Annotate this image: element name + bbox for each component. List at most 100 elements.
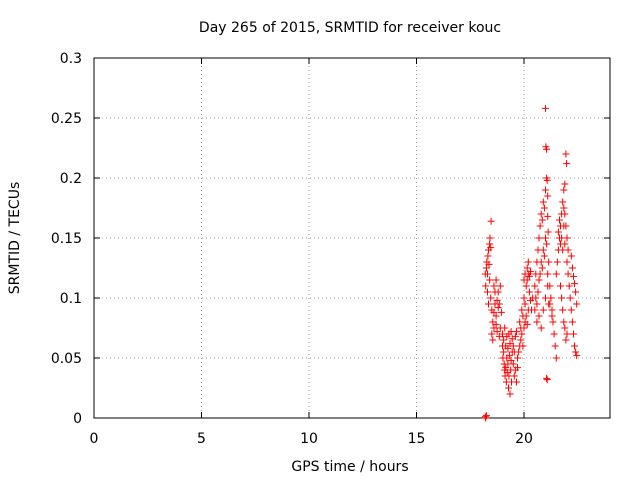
data-point [562,336,570,344]
data-point [567,252,575,260]
data-point [567,306,575,314]
data-point [561,240,569,248]
data-point [552,354,560,362]
data-point [559,306,567,314]
data-point [539,306,547,314]
data-point [537,324,545,332]
data-point [558,294,566,302]
data-point [490,282,498,290]
data-point [524,258,532,266]
data-point [542,186,549,194]
data-point [536,222,544,230]
data-point [572,348,580,356]
data-point [560,204,568,212]
data-point [548,312,556,320]
data-point [566,294,574,302]
data-point [523,320,531,328]
data-point [500,336,508,344]
x-tick-label: 5 [197,431,206,447]
data-point [515,348,523,356]
data-point [500,348,508,356]
data-point [561,324,569,332]
data-point [527,268,534,276]
data-point [485,300,492,308]
data-point [520,294,528,302]
grid [94,58,610,418]
y-tick-label: 0.15 [51,231,82,247]
data-point [559,246,567,254]
x-axis-label: GPS time / hours [291,459,408,475]
data-point [534,288,542,296]
data-point [490,324,498,332]
data-point [544,228,552,236]
data-point [522,312,530,320]
data-point [494,288,502,296]
tick-labels: 0 0.05 0.1 0.15 0.2 0.25 0.3 0 5 10 15 20 [51,51,533,447]
data-point [536,270,544,278]
data-point [486,240,494,248]
data-point [505,352,513,360]
data-point [523,264,531,272]
data-point [505,384,512,392]
data-point [489,336,497,344]
data-point [486,234,494,242]
plot-border [93,57,611,419]
data-point [492,312,500,320]
data-point [494,304,502,312]
data-point [538,264,546,272]
data-point [484,252,492,260]
data-point [513,378,520,386]
data-point [525,288,533,296]
data-point [570,330,577,338]
data-point [484,288,491,296]
data-point [509,360,517,368]
data-point [482,264,490,272]
data-point [488,330,496,338]
y-tick-label: 0.3 [60,51,82,67]
data-point [518,330,526,338]
data-point [568,318,576,326]
data-point [511,332,519,340]
data-point [535,234,543,242]
x-tick-label: 20 [515,431,533,447]
data-point [559,198,567,206]
data-point [550,330,558,338]
data-point [514,364,521,372]
data-point [537,258,545,266]
data-point [561,210,569,218]
data-point [562,150,570,158]
data-point [554,228,562,236]
data-point [492,276,500,284]
data-point [542,234,549,242]
data-point [490,308,498,316]
data-point [571,342,578,350]
data-point [568,264,576,272]
y-axis-label: SRMTID / TECUs [7,182,23,295]
data-point [540,252,548,260]
data-point [485,260,493,268]
data-point [543,176,551,184]
data-point [570,272,577,280]
data-point [560,318,568,326]
data-point [518,306,526,314]
data-point [487,244,495,252]
data-point [492,320,500,328]
data-point [486,276,494,284]
data-point [519,342,527,350]
data-point [531,306,539,314]
data-point [573,300,581,308]
data-point [499,330,506,338]
data-point [482,412,490,420]
data-point [563,160,571,168]
data-point [520,324,528,332]
data-point [501,324,509,332]
data-point [535,312,543,320]
data-point [507,356,515,364]
data-point [504,344,512,352]
data-point [564,270,572,278]
data-point [509,342,517,350]
data-point [540,204,548,212]
y-tick-label: 0 [73,411,82,427]
data-point [543,374,551,382]
